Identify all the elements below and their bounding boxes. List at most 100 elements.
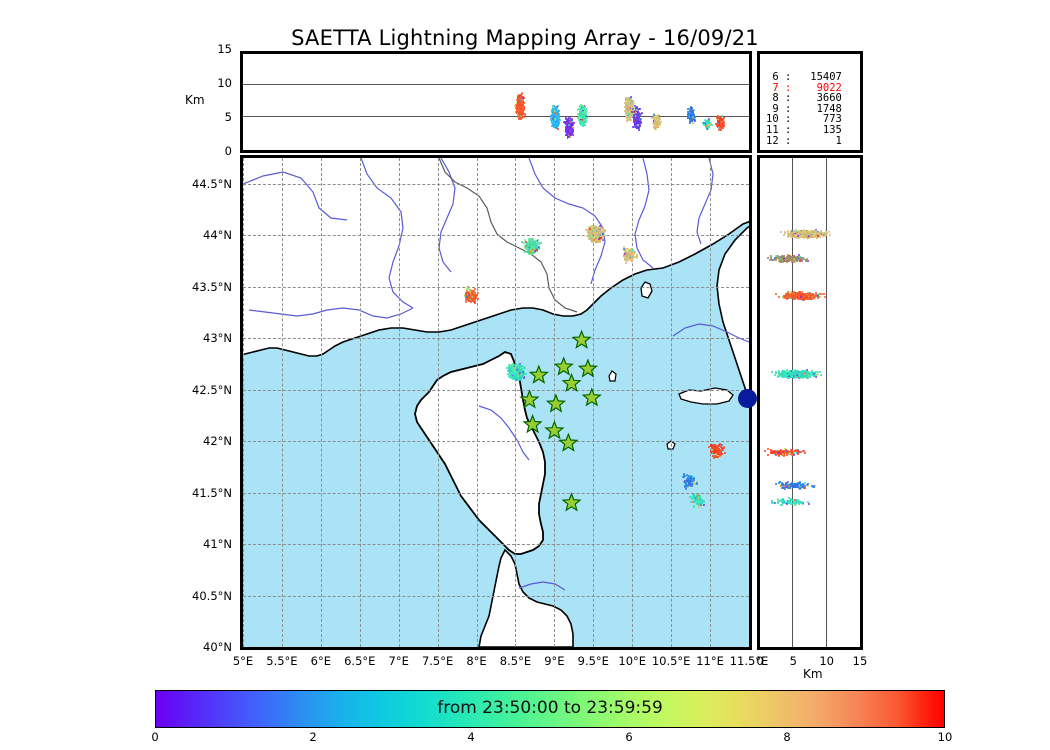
data-point xyxy=(566,136,569,138)
data-point xyxy=(638,128,641,131)
data-point xyxy=(553,110,556,113)
station-count-legend: 6 : 15407 7 : 9022 8 : 3660 9 : 1748 10 :… xyxy=(766,72,842,146)
data-point xyxy=(689,119,692,122)
data-point xyxy=(551,122,554,125)
data-point xyxy=(519,107,522,109)
data-point xyxy=(624,112,627,114)
data-point xyxy=(519,98,522,100)
tick-height-10: 10 xyxy=(217,76,232,90)
data-point xyxy=(520,92,523,95)
data-point xyxy=(640,112,643,115)
legend-row: 11 : 135 xyxy=(766,123,842,136)
data-point xyxy=(518,117,520,120)
data-point xyxy=(630,114,633,117)
data-point xyxy=(556,110,559,113)
data-point xyxy=(517,109,520,112)
data-point xyxy=(553,115,556,118)
data-point xyxy=(552,109,554,112)
data-point xyxy=(550,114,553,117)
data-point xyxy=(554,121,557,124)
data-point xyxy=(553,107,556,110)
data-point xyxy=(554,111,557,114)
data-point xyxy=(515,111,518,114)
data-point xyxy=(521,111,524,114)
data-point xyxy=(558,109,561,112)
page-title: SAETTA Lightning Mapping Array - 16/09/2… xyxy=(291,26,759,50)
data-point xyxy=(515,101,518,104)
data-point xyxy=(518,101,521,104)
data-point xyxy=(518,115,521,118)
top-panel-scatter xyxy=(243,54,749,150)
data-point xyxy=(556,126,559,129)
data-point xyxy=(554,113,557,116)
data-point xyxy=(556,105,559,108)
data-point xyxy=(715,124,718,127)
data-point xyxy=(519,113,522,116)
data-point xyxy=(514,105,517,108)
data-point xyxy=(519,110,522,113)
data-point xyxy=(584,121,587,124)
data-point xyxy=(549,118,552,121)
data-point xyxy=(522,106,525,108)
data-point xyxy=(515,108,518,111)
data-point xyxy=(556,107,559,110)
data-point xyxy=(555,113,558,116)
data-point xyxy=(521,101,523,104)
data-point xyxy=(523,107,526,110)
data-point xyxy=(653,128,656,131)
gridline-5km xyxy=(243,116,749,117)
data-point xyxy=(655,118,658,121)
data-point xyxy=(582,118,585,121)
data-point xyxy=(516,113,519,116)
data-point xyxy=(553,120,555,123)
data-point xyxy=(628,101,631,104)
data-point xyxy=(522,99,525,102)
data-point xyxy=(551,124,554,127)
data-point xyxy=(517,104,520,106)
data-point xyxy=(581,115,584,118)
data-point xyxy=(520,117,523,120)
height-axis-label: Km xyxy=(185,93,205,107)
data-point xyxy=(553,123,556,126)
data-point xyxy=(517,109,520,112)
data-point xyxy=(521,103,524,106)
data-point xyxy=(516,110,518,113)
data-point xyxy=(557,123,560,126)
data-point xyxy=(520,106,523,109)
data-point xyxy=(719,116,722,119)
data-point xyxy=(521,106,524,108)
data-point xyxy=(637,126,640,129)
data-point xyxy=(521,104,524,107)
data-point xyxy=(551,115,554,118)
data-point xyxy=(555,118,558,121)
data-point xyxy=(710,124,713,127)
data-point xyxy=(635,108,638,111)
data-point xyxy=(518,103,521,106)
data-point xyxy=(556,114,559,117)
data-point xyxy=(554,116,557,119)
data-point xyxy=(558,116,560,119)
data-point xyxy=(519,115,522,118)
data-point xyxy=(572,133,575,136)
data-point xyxy=(520,109,523,112)
data-point xyxy=(518,112,521,114)
data-point xyxy=(519,99,522,102)
data-point xyxy=(517,111,519,113)
data-point xyxy=(585,110,588,113)
data-point xyxy=(518,106,521,109)
data-point xyxy=(552,113,555,115)
map-panel[interactable] xyxy=(240,155,752,650)
data-point xyxy=(633,117,636,120)
gridline-10km xyxy=(243,84,749,85)
data-point xyxy=(519,105,522,107)
data-point xyxy=(551,108,554,111)
data-point xyxy=(516,112,519,115)
data-point xyxy=(655,124,658,127)
data-point xyxy=(521,95,523,98)
data-point xyxy=(515,102,518,105)
data-point xyxy=(516,98,519,101)
data-point xyxy=(688,112,691,115)
data-point xyxy=(568,124,570,126)
data-point xyxy=(557,112,560,115)
data-point xyxy=(521,108,524,111)
